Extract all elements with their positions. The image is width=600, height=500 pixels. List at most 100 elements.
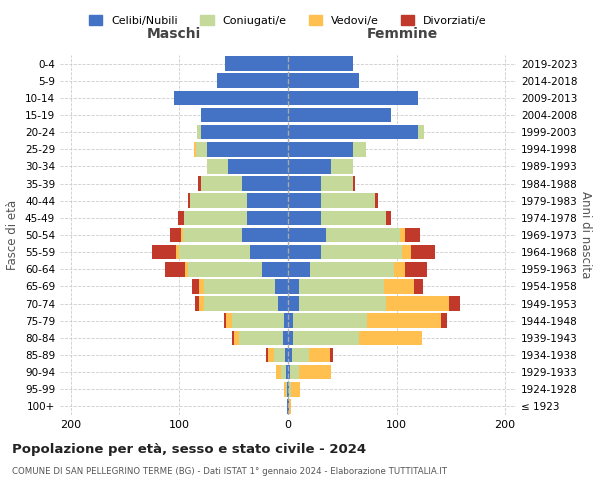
- Bar: [293, 330, 359, 345]
- Bar: [288, 348, 292, 362]
- Bar: [196, 142, 206, 156]
- Bar: [299, 296, 386, 311]
- Bar: [285, 348, 288, 362]
- Bar: [288, 194, 320, 208]
- Bar: [320, 245, 402, 260]
- Bar: [410, 245, 434, 260]
- Bar: [166, 262, 185, 276]
- Bar: [288, 296, 299, 311]
- Bar: [290, 365, 299, 380]
- Bar: [331, 159, 353, 174]
- Bar: [201, 176, 242, 191]
- Bar: [359, 330, 422, 345]
- Bar: [288, 330, 293, 345]
- Bar: [288, 125, 418, 140]
- Bar: [289, 382, 291, 396]
- Bar: [193, 279, 199, 293]
- Bar: [283, 330, 288, 345]
- Bar: [176, 245, 179, 260]
- Text: Popolazione per età, sesso e stato civile - 2024: Popolazione per età, sesso e stato civil…: [12, 442, 366, 456]
- Bar: [205, 296, 278, 311]
- Bar: [225, 56, 288, 71]
- Bar: [367, 314, 441, 328]
- Bar: [288, 210, 320, 225]
- Bar: [288, 382, 289, 396]
- Bar: [170, 228, 181, 242]
- Bar: [287, 399, 288, 413]
- Bar: [201, 108, 288, 122]
- Bar: [288, 56, 353, 71]
- Bar: [320, 194, 375, 208]
- Bar: [310, 262, 394, 276]
- Bar: [206, 142, 288, 156]
- Text: Femmine: Femmine: [367, 28, 437, 42]
- Bar: [353, 142, 366, 156]
- Bar: [308, 348, 331, 362]
- Bar: [174, 90, 288, 105]
- Bar: [284, 382, 286, 396]
- Bar: [206, 159, 228, 174]
- Bar: [242, 176, 288, 191]
- Bar: [178, 210, 184, 225]
- Bar: [331, 348, 332, 362]
- Bar: [394, 262, 405, 276]
- Bar: [250, 245, 288, 260]
- Bar: [199, 279, 205, 293]
- Bar: [405, 228, 421, 242]
- Bar: [242, 228, 288, 242]
- Bar: [224, 314, 226, 328]
- Bar: [198, 176, 201, 191]
- Bar: [299, 279, 383, 293]
- Bar: [228, 159, 288, 174]
- Bar: [185, 262, 188, 276]
- Bar: [386, 296, 449, 311]
- Bar: [247, 210, 288, 225]
- Bar: [286, 382, 287, 396]
- Bar: [288, 279, 299, 293]
- Bar: [291, 382, 300, 396]
- Text: Maschi: Maschi: [147, 28, 201, 42]
- Bar: [276, 365, 281, 380]
- Bar: [288, 262, 310, 276]
- Bar: [299, 365, 331, 380]
- Bar: [288, 245, 320, 260]
- Text: COMUNE DI SAN PELLEGRINO TERME (BG) - Dati ISTAT 1° gennaio 2024 - Elaborazione : COMUNE DI SAN PELLEGRINO TERME (BG) - Da…: [12, 468, 447, 476]
- Bar: [288, 176, 320, 191]
- Bar: [288, 228, 326, 242]
- Bar: [268, 348, 274, 362]
- Bar: [181, 228, 182, 242]
- Bar: [292, 348, 308, 362]
- Bar: [288, 142, 353, 156]
- Bar: [275, 279, 288, 293]
- Bar: [190, 194, 247, 208]
- Bar: [274, 348, 285, 362]
- Bar: [194, 296, 199, 311]
- Legend: Celibi/Nubili, Coniugati/e, Vedovi/e, Divorziati/e: Celibi/Nubili, Coniugati/e, Vedovi/e, Di…: [85, 10, 491, 30]
- Bar: [194, 142, 196, 156]
- Bar: [199, 296, 205, 311]
- Bar: [262, 262, 288, 276]
- Bar: [418, 125, 424, 140]
- Bar: [287, 382, 288, 396]
- Bar: [182, 228, 242, 242]
- Bar: [405, 262, 427, 276]
- Bar: [288, 90, 418, 105]
- Bar: [188, 194, 190, 208]
- Bar: [188, 262, 262, 276]
- Bar: [293, 314, 367, 328]
- Bar: [197, 125, 201, 140]
- Bar: [449, 296, 460, 311]
- Bar: [288, 365, 290, 380]
- Bar: [375, 194, 378, 208]
- Y-axis label: Anni di nascita: Anni di nascita: [578, 192, 592, 278]
- Bar: [281, 365, 286, 380]
- Bar: [289, 399, 291, 413]
- Bar: [288, 108, 391, 122]
- Bar: [266, 348, 268, 362]
- Bar: [226, 314, 232, 328]
- Bar: [326, 228, 400, 242]
- Bar: [383, 279, 414, 293]
- Bar: [201, 125, 288, 140]
- Bar: [286, 365, 288, 380]
- Bar: [400, 228, 405, 242]
